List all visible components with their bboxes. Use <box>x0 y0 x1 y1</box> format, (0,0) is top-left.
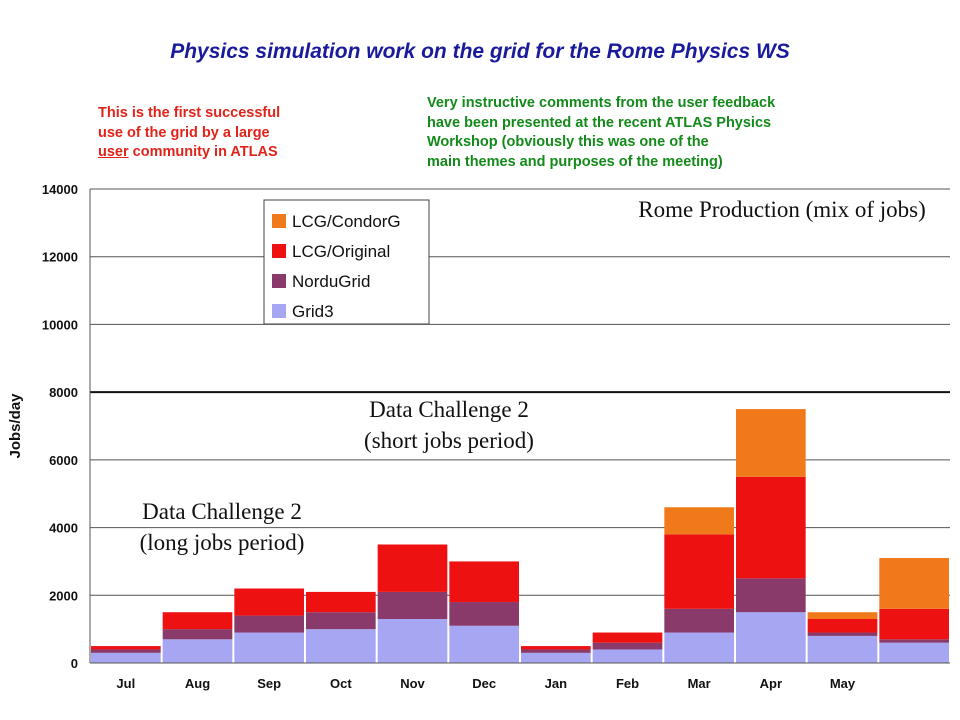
bar-grid3 <box>449 625 519 663</box>
bar-lcg-original <box>377 544 448 592</box>
red-note-underlined-word: user <box>98 144 129 160</box>
bar-nordugrid <box>234 615 304 633</box>
green-note: Very instructive comments from the user … <box>427 94 897 172</box>
bar-grid3 <box>306 629 376 663</box>
bar-lcg-original <box>807 618 878 633</box>
bar-lcg-original <box>879 608 949 640</box>
bar-grid3 <box>879 642 949 663</box>
legend-label: Grid3 <box>292 302 334 321</box>
y-tick-labels: 0 2000 4000 6000 8000 10000 12000 14000 <box>42 182 78 671</box>
legend-swatch <box>272 274 286 288</box>
green-note-line-1: Very instructive comments from the user … <box>427 95 776 111</box>
red-note-line-3: community in ATLAS <box>128 144 278 160</box>
bar-lcg-condorg <box>879 558 949 609</box>
x-tick-label: May <box>830 676 856 691</box>
bar-grid3 <box>736 612 806 663</box>
bar-lcg-original <box>306 591 376 613</box>
bar-grid3 <box>664 632 734 663</box>
bar-grid3 <box>162 639 233 663</box>
x-tick-label: Jul <box>116 676 135 691</box>
y-axis-label: Jobs/day <box>7 393 24 459</box>
legend-label: LCG/CondorG <box>292 212 401 231</box>
legend-box <box>263 199 430 325</box>
plot-area <box>90 189 950 663</box>
bar-grid3 <box>234 632 304 663</box>
slide-title: Physics simulation work on the grid for … <box>170 40 790 63</box>
bar-grid3 <box>91 652 161 663</box>
annotation-rome-production: Rome Production (mix of jobs) <box>638 197 925 222</box>
y-tick-label: 8000 <box>49 385 78 400</box>
legend-label: LCG/Original <box>292 242 390 261</box>
bar-lcg-original <box>664 534 734 609</box>
x-tick-label: Dec <box>472 676 496 691</box>
x-tick-label: Sep <box>257 676 281 691</box>
legend: LCG/CondorG LCG/Original NorduGrid Grid3 <box>263 199 430 325</box>
bar-grid3 <box>377 618 448 663</box>
bar-grid3 <box>807 635 878 663</box>
bar-nordugrid <box>807 632 878 636</box>
annotation-dc2-short-period: (short jobs period) <box>364 428 534 453</box>
bar-lcg-original <box>736 476 806 579</box>
x-tick-label: Mar <box>688 676 711 691</box>
x-tick-label: Nov <box>400 676 425 691</box>
x-tick-labels: Jul Aug Sep Oct Nov Dec Jan Feb Mar Apr May <box>116 676 855 691</box>
bar-nordugrid <box>736 578 806 613</box>
bar-nordugrid <box>664 608 734 633</box>
green-note-line-3: Workshop (obviously this was one of the <box>427 134 709 150</box>
bar-lcg-original <box>234 588 304 616</box>
bar-nordugrid <box>521 649 591 653</box>
y-tick-label: 4000 <box>49 521 78 536</box>
legend-label: NorduGrid <box>292 272 370 291</box>
bar-grid3 <box>592 649 663 663</box>
annotation-dc2-long-period: (long jobs period) <box>140 530 305 555</box>
green-note-line-4: main themes and purposes of the meeting) <box>427 153 723 170</box>
bar-lcg-original <box>162 612 233 630</box>
y-tick-label: 6000 <box>49 453 78 468</box>
legend-swatch <box>272 214 286 228</box>
red-note-line-1: This is the first successful <box>98 105 281 121</box>
y-tick-label: 0 <box>71 656 78 671</box>
bar-nordugrid <box>449 602 519 626</box>
bar-lcg-original <box>91 646 161 650</box>
x-tick-label: Apr <box>760 676 782 691</box>
bar-grid3 <box>521 652 591 663</box>
bar-lcg-condorg <box>664 507 734 535</box>
bar-nordugrid <box>592 642 663 650</box>
green-note-line-2: have been presented at the recent ATLAS … <box>427 114 772 131</box>
y-tick-label: 14000 <box>42 182 78 197</box>
legend-swatch <box>272 304 286 318</box>
annotation-dc2-short-title: Data Challenge 2 <box>369 397 529 422</box>
axes <box>89 189 950 664</box>
bar-nordugrid <box>162 629 233 640</box>
red-note: This is the first successful use of the … <box>98 104 358 163</box>
y-tick-label: 12000 <box>42 250 78 265</box>
bar-nordugrid <box>879 639 949 643</box>
red-note-line-2: use of the grid by a large <box>98 124 270 141</box>
stacked-bars <box>91 409 949 663</box>
bar-nordugrid <box>91 649 161 653</box>
bar-lcg-original <box>449 561 519 603</box>
x-tick-label: Feb <box>616 676 639 691</box>
x-tick-label: Oct <box>330 676 352 691</box>
bar-nordugrid <box>306 612 376 630</box>
bar-lcg-condorg <box>736 409 806 477</box>
annotation-dc2-long-title: Data Challenge 2 <box>142 499 302 524</box>
x-tick-label: Jan <box>545 676 567 691</box>
y-tick-label: 10000 <box>42 317 78 332</box>
x-tick-label: Aug <box>185 676 210 691</box>
y-tick-label: 2000 <box>49 588 78 603</box>
legend-swatch <box>272 244 286 258</box>
bar-lcg-original <box>592 632 663 643</box>
bar-lcg-original <box>521 646 591 650</box>
bar-nordugrid <box>377 591 448 619</box>
bar-lcg-condorg <box>807 612 878 619</box>
